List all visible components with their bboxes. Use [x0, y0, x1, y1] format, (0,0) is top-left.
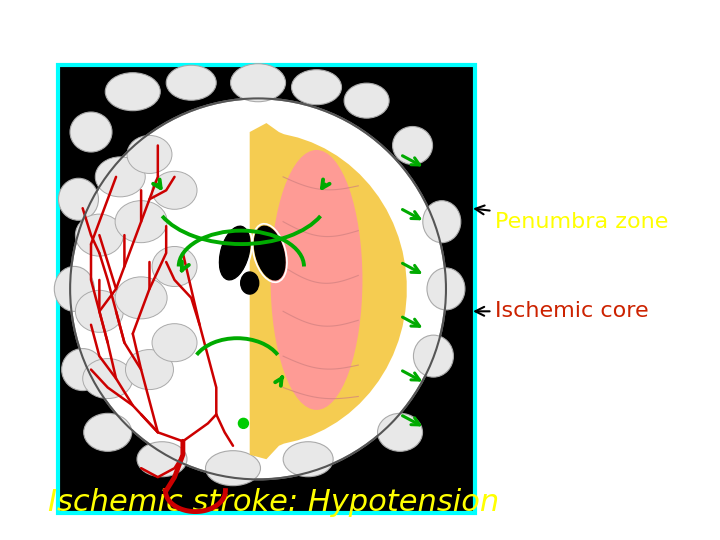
Text: Penumbra zone: Penumbra zone [475, 206, 669, 232]
Bar [58, 65, 475, 513]
Ellipse shape [70, 112, 112, 152]
Ellipse shape [115, 277, 167, 319]
Ellipse shape [152, 323, 197, 362]
Ellipse shape [70, 98, 446, 480]
Ellipse shape [76, 291, 123, 332]
Ellipse shape [125, 349, 174, 389]
Text: Ischemic stroke: Hypotension: Ischemic stroke: Hypotension [48, 488, 499, 517]
Ellipse shape [127, 136, 172, 173]
Ellipse shape [58, 178, 99, 220]
Ellipse shape [115, 201, 167, 242]
Polygon shape [250, 123, 407, 459]
Ellipse shape [240, 272, 258, 294]
Ellipse shape [377, 413, 423, 451]
Ellipse shape [205, 451, 261, 485]
Ellipse shape [54, 266, 94, 312]
Ellipse shape [413, 335, 454, 377]
Ellipse shape [254, 226, 285, 280]
Ellipse shape [105, 73, 161, 111]
Ellipse shape [427, 268, 465, 310]
Ellipse shape [283, 442, 333, 477]
Ellipse shape [62, 349, 104, 390]
Ellipse shape [83, 359, 132, 399]
Ellipse shape [423, 201, 461, 242]
Ellipse shape [271, 150, 362, 410]
Ellipse shape [220, 226, 250, 280]
Ellipse shape [152, 246, 197, 287]
Ellipse shape [137, 442, 187, 477]
Ellipse shape [292, 70, 341, 105]
Ellipse shape [344, 83, 389, 118]
Ellipse shape [84, 413, 132, 451]
Ellipse shape [166, 65, 216, 100]
Ellipse shape [392, 126, 433, 165]
Circle shape [238, 418, 248, 428]
Ellipse shape [76, 214, 123, 256]
Ellipse shape [230, 64, 286, 102]
Text: Ischemic core: Ischemic core [475, 301, 649, 321]
Ellipse shape [95, 157, 145, 197]
Ellipse shape [152, 171, 197, 210]
